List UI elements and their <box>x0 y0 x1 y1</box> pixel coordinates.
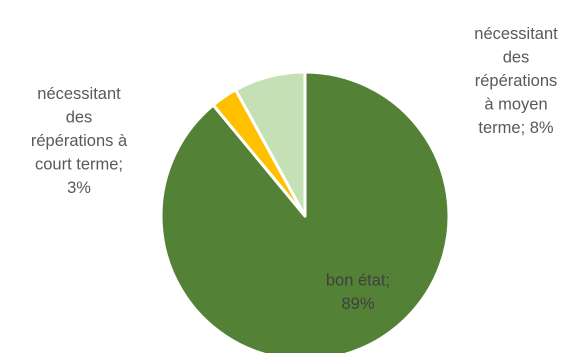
data-label-line: court terme; <box>35 156 123 174</box>
data-label-line: des <box>66 109 93 127</box>
data-label-line: nécessitant <box>37 85 121 103</box>
pie-slice-moyen-terme <box>234 70 307 218</box>
data-label-court-terme: nécessitant des répérations à court terme; 3… <box>31 85 128 197</box>
data-label-moyen-terme: nécessitant des répérations à moyen terme; 8… <box>474 25 558 137</box>
data-label-line: répérations <box>475 72 558 90</box>
data-label-line: des <box>503 49 530 67</box>
data-label-line: terme; 8% <box>478 119 554 137</box>
data-label-line: répérations à <box>31 132 128 150</box>
data-label-bon-etat: bon état; 89% <box>326 271 390 313</box>
data-label-line: à moyen <box>484 96 547 114</box>
data-label-line: bon état; <box>326 271 390 289</box>
data-label-line: nécessitant <box>474 25 558 43</box>
data-label-line: 3% <box>67 179 91 197</box>
data-label-line: 89% <box>341 295 374 313</box>
